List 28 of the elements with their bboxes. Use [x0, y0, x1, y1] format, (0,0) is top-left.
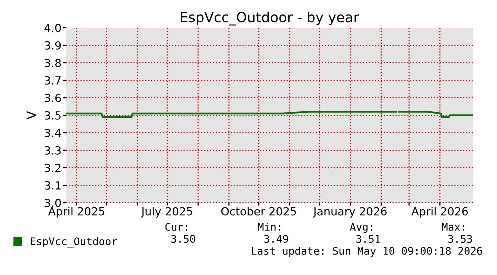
- text: 3.53: [448, 235, 472, 244]
- y-tick-label: 3.7: [45, 76, 61, 85]
- y-tick-label: 3.9: [45, 41, 62, 50]
- text: Max:: [442, 223, 464, 232]
- x-tick-label: July 2025: [141, 207, 192, 218]
- x-tick-label: January 2026: [313, 207, 387, 218]
- y-tick-label: 3.1: [45, 181, 61, 190]
- chart-title: EspVcc_Outdoor - by year: [181, 12, 360, 26]
- text: Avg:: [350, 223, 372, 234]
- y-tick-label: 3.3: [45, 146, 61, 155]
- legend-label: EspVcc_Outdoor: [30, 237, 118, 248]
- y-tick-label: 3.0: [45, 198, 62, 208]
- text: Last update: Sun May 10 09:00:18 2026: [252, 246, 482, 258]
- x-tick-label: October 2025: [222, 207, 296, 216]
- y-tick-label: 3.4: [45, 128, 62, 138]
- text: 3.51: [356, 235, 380, 244]
- text: Min:: [258, 222, 280, 231]
- text: 3.49: [264, 235, 288, 244]
- text: Cur:: [166, 223, 188, 232]
- text: 3.50: [172, 235, 196, 244]
- x-tick-label: April 2026: [412, 207, 468, 218]
- y-tick-label: 3.8: [45, 58, 62, 68]
- x-tick-label: April 2025: [48, 207, 105, 218]
- y-tick-label: 3.2: [45, 164, 61, 172]
- y-tick-label: 3.6: [45, 94, 62, 102]
- y-tick-label: 4.0: [44, 24, 62, 32]
- y-tick-label: 3.5: [45, 111, 61, 120]
- y-axis-title: V: [26, 111, 36, 120]
